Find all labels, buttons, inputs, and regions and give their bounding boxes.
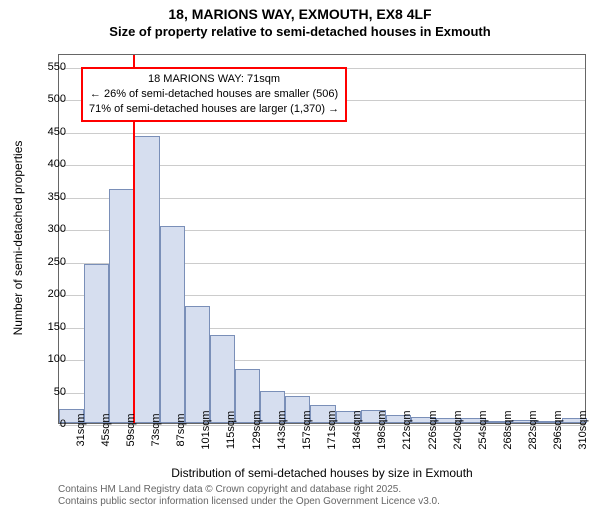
ytick-label: 150 xyxy=(48,321,66,333)
xtick-label: 198sqm xyxy=(376,410,388,449)
histogram-bar xyxy=(134,136,159,423)
xtick-label: 115sqm xyxy=(225,411,237,449)
xtick-label: 212sqm xyxy=(401,410,413,449)
xtick-label: 184sqm xyxy=(351,410,363,449)
chart-title-sub: Size of property relative to semi-detach… xyxy=(0,24,600,39)
xtick-label: 143sqm xyxy=(276,410,288,449)
x-axis-label: Distribution of semi-detached houses by … xyxy=(58,466,586,480)
annotation-line: 71% of semi-detached houses are larger (… xyxy=(89,102,339,117)
xtick-label: 129sqm xyxy=(251,410,263,449)
plot-box: 18 MARIONS WAY: 71sqm← 26% of semi-detac… xyxy=(58,54,586,424)
xtick-label: 296sqm xyxy=(552,410,564,449)
annotation-line: ← 26% of semi-detached houses are smalle… xyxy=(89,87,339,102)
xtick-label: 226sqm xyxy=(427,410,439,449)
ytick-label: 350 xyxy=(48,191,66,203)
y-axis-label: Number of semi-detached properties xyxy=(11,138,25,338)
xtick-label: 31sqm xyxy=(75,413,87,446)
footer-line1: Contains HM Land Registry data © Crown c… xyxy=(58,484,401,495)
gridline xyxy=(59,133,585,134)
ytick-label: 500 xyxy=(48,93,66,105)
xtick-label: 310sqm xyxy=(577,410,589,449)
ytick-label: 50 xyxy=(54,386,66,398)
ytick-label: 0 xyxy=(60,418,66,430)
xtick-label: 268sqm xyxy=(502,410,514,449)
xtick-label: 73sqm xyxy=(150,413,162,446)
xtick-label: 254sqm xyxy=(477,410,489,449)
ytick-label: 450 xyxy=(48,126,66,138)
xtick-label: 101sqm xyxy=(200,410,212,449)
ytick-label: 100 xyxy=(48,353,66,365)
xtick-label: 282sqm xyxy=(527,410,539,449)
histogram-bar xyxy=(185,306,210,423)
xtick-label: 45sqm xyxy=(100,413,112,446)
xtick-label: 87sqm xyxy=(175,413,187,446)
annotation-box: 18 MARIONS WAY: 71sqm← 26% of semi-detac… xyxy=(81,67,347,122)
histogram-bar xyxy=(160,226,185,423)
chart-plot-area: 18 MARIONS WAY: 71sqm← 26% of semi-detac… xyxy=(58,54,586,424)
xtick-label: 240sqm xyxy=(452,410,464,449)
ytick-label: 300 xyxy=(48,223,66,235)
chart-title-main: 18, MARIONS WAY, EXMOUTH, EX8 4LF xyxy=(0,6,600,22)
xtick-label: 171sqm xyxy=(326,410,338,449)
annotation-line: 18 MARIONS WAY: 71sqm xyxy=(89,72,339,87)
ytick-label: 550 xyxy=(48,61,66,73)
ytick-label: 250 xyxy=(48,256,66,268)
ytick-label: 400 xyxy=(48,158,66,170)
xtick-label: 59sqm xyxy=(125,413,137,446)
histogram-bar xyxy=(84,264,109,423)
histogram-bar xyxy=(109,189,134,423)
xtick-label: 157sqm xyxy=(301,410,313,449)
ytick-label: 200 xyxy=(48,288,66,300)
footer-line2: Contains public sector information licen… xyxy=(58,496,440,507)
